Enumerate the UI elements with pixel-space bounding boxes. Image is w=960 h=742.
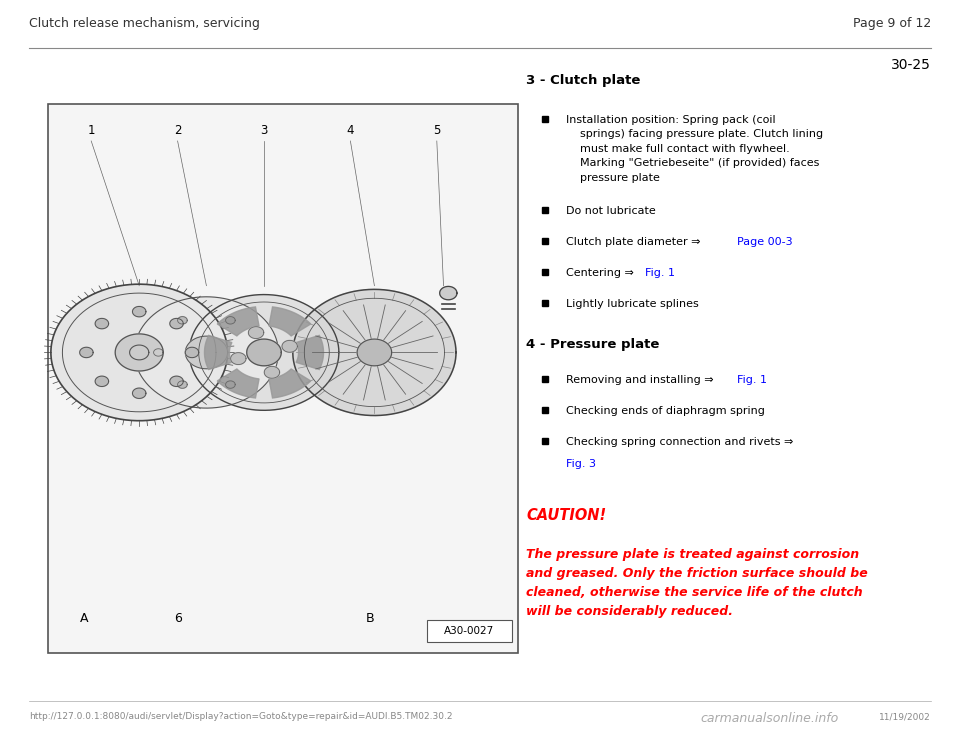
Polygon shape (80, 347, 93, 358)
Text: 2: 2 (174, 124, 181, 137)
Text: Installation position: Spring pack (coil
    springs) facing pressure plate. Clu: Installation position: Spring pack (coil… (566, 115, 824, 183)
Polygon shape (269, 307, 311, 336)
Polygon shape (247, 339, 281, 366)
Text: B: B (366, 612, 373, 626)
Polygon shape (217, 307, 259, 336)
Text: 3: 3 (260, 124, 268, 137)
Text: Do not lubricate: Do not lubricate (566, 206, 656, 215)
Text: Page 9 of 12: Page 9 of 12 (852, 17, 931, 30)
Text: 3 - Clutch plate: 3 - Clutch plate (526, 74, 640, 88)
Text: 6: 6 (174, 612, 181, 626)
Polygon shape (154, 349, 163, 356)
Text: Clutch release mechanism, servicing: Clutch release mechanism, servicing (29, 17, 259, 30)
Polygon shape (264, 367, 279, 378)
Polygon shape (204, 335, 232, 370)
Polygon shape (217, 369, 259, 398)
Text: Clutch plate diameter ⇒: Clutch plate diameter ⇒ (566, 237, 705, 246)
Bar (427, 620, 512, 642)
Polygon shape (296, 335, 324, 370)
Polygon shape (115, 334, 163, 371)
Polygon shape (357, 339, 392, 366)
Polygon shape (189, 295, 339, 410)
Text: Fig. 1: Fig. 1 (645, 268, 675, 278)
Text: Page 00-3: Page 00-3 (737, 237, 793, 246)
Polygon shape (178, 381, 187, 388)
Text: Fig. 3: Fig. 3 (566, 459, 596, 469)
Polygon shape (185, 347, 199, 358)
Polygon shape (134, 297, 278, 408)
Text: CAUTION!: CAUTION! (526, 508, 606, 522)
Text: A30-0027: A30-0027 (444, 626, 494, 636)
Polygon shape (51, 284, 228, 421)
Polygon shape (282, 341, 298, 352)
Polygon shape (226, 317, 235, 324)
Polygon shape (95, 318, 108, 329)
Polygon shape (230, 352, 246, 364)
Polygon shape (170, 376, 183, 387)
Text: carmanualsonline.info: carmanualsonline.info (701, 712, 839, 726)
Text: 11/19/2002: 11/19/2002 (879, 712, 931, 721)
Text: 4 - Pressure plate: 4 - Pressure plate (526, 338, 660, 351)
Bar (48, 104, 518, 653)
Polygon shape (95, 376, 108, 387)
Text: Lightly lubricate splines: Lightly lubricate splines (566, 299, 699, 309)
Polygon shape (132, 306, 146, 317)
Polygon shape (440, 286, 457, 300)
Text: Checking spring connection and rivets ⇒: Checking spring connection and rivets ⇒ (566, 437, 794, 447)
Polygon shape (132, 388, 146, 398)
Text: 4: 4 (347, 124, 354, 137)
Text: http://127.0.0.1:8080/audi/servlet/Display?action=Goto&type=repair&id=AUDI.B5.TM: http://127.0.0.1:8080/audi/servlet/Displ… (29, 712, 452, 721)
Polygon shape (293, 289, 456, 416)
Text: The pressure plate is treated against corrosion
and greased. Only the friction s: The pressure plate is treated against co… (526, 548, 868, 618)
Polygon shape (170, 318, 183, 329)
Polygon shape (178, 317, 187, 324)
Text: Centering ⇒: Centering ⇒ (566, 268, 637, 278)
Polygon shape (226, 381, 235, 388)
Text: Fig. 1: Fig. 1 (737, 375, 767, 384)
Polygon shape (249, 326, 264, 338)
Text: 5: 5 (433, 124, 441, 137)
Text: A: A (81, 612, 88, 626)
Text: 1: 1 (87, 124, 95, 137)
Text: 30-25: 30-25 (891, 58, 931, 72)
Text: Removing and installing ⇒: Removing and installing ⇒ (566, 375, 717, 384)
Text: Checking ends of diaphragm spring: Checking ends of diaphragm spring (566, 406, 765, 416)
Polygon shape (269, 369, 311, 398)
Polygon shape (185, 336, 228, 369)
Polygon shape (250, 349, 259, 356)
